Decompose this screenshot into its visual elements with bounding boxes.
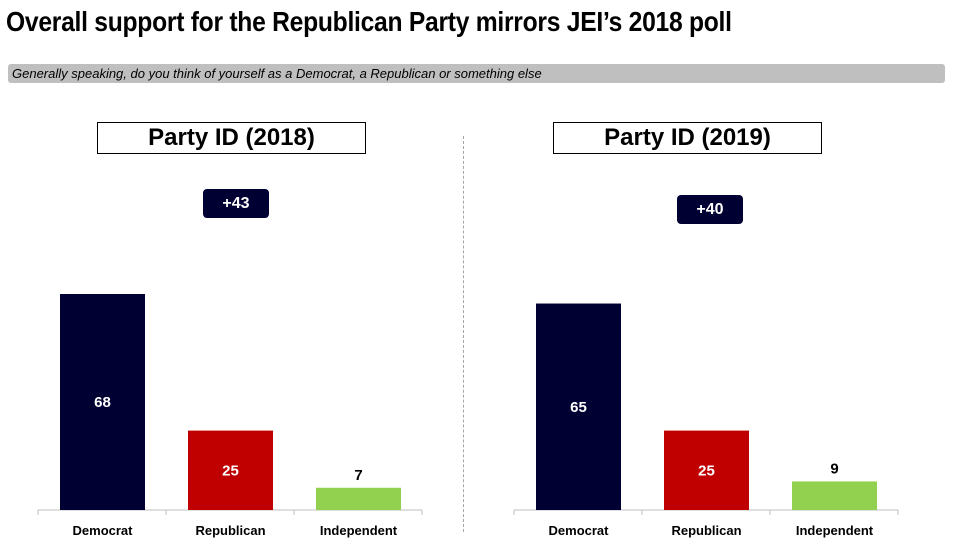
bar-value-independent-2019: 9 [830,460,838,477]
bar-value-republican-2019: 25 [698,462,715,479]
bar-republican-2019 [664,430,749,510]
category-label-republican-2018: Republican [195,523,265,538]
category-label-independent-2019: Independent [796,523,874,538]
bar-value-democrat-2018: 68 [94,394,111,411]
bar-democrat-2018 [60,294,145,510]
chart-title-2018: Party ID (2018) [97,122,366,154]
bar-value-republican-2018: 25 [222,462,239,479]
bar-independent-2019 [792,481,877,510]
bar-democrat-2019 [536,303,621,510]
margin-badge-2019: +40 [677,195,743,224]
bar-value-independent-2018: 7 [354,467,362,484]
bar-independent-2018 [316,487,401,510]
panel-divider [463,136,464,532]
category-label-republican-2019: Republican [671,523,741,538]
subtitle-bar: Generally speaking, do you think of your… [8,64,945,83]
category-label-independent-2018: Independent [320,523,398,538]
category-label-democrat-2018: Democrat [73,523,134,538]
page-title: Overall support for the Republican Party… [6,6,732,37]
subtitle: Generally speaking, do you think of your… [12,66,542,81]
bar-value-democrat-2019: 65 [570,399,587,416]
chart-title-2019: Party ID (2019) [553,122,822,154]
bar-republican-2018 [188,430,273,510]
margin-badge-2018: +43 [203,189,269,218]
category-label-democrat-2019: Democrat [549,523,610,538]
